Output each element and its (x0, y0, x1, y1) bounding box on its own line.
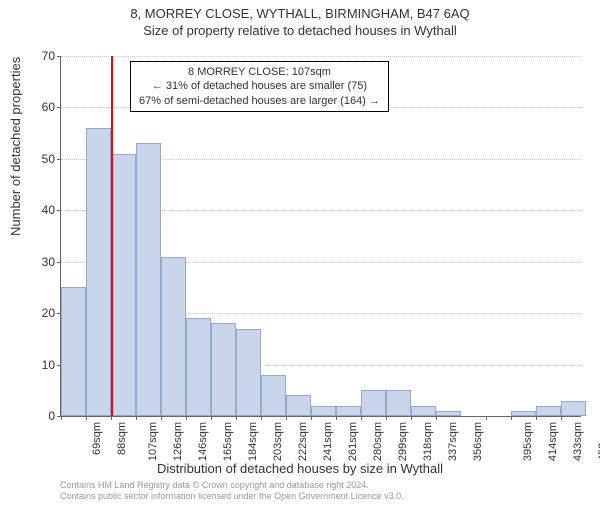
xtick-mark (136, 416, 137, 420)
annotation-line3: 67% of semi-detached houses are larger (… (139, 94, 380, 108)
xtick-label: 299sqm (397, 422, 409, 461)
xtick-mark (336, 416, 337, 420)
ytick-label: 60 (25, 100, 55, 114)
xtick-label: 395sqm (522, 422, 534, 461)
xtick-mark (561, 416, 562, 420)
xtick-label: 184sqm (247, 422, 259, 461)
histogram-bar (361, 390, 386, 416)
xtick-mark (211, 416, 212, 420)
ytick-mark (57, 56, 61, 57)
xtick-mark (411, 416, 412, 420)
xtick-mark (86, 416, 87, 420)
ytick-label: 50 (25, 152, 55, 166)
xtick-mark (236, 416, 237, 420)
footer-line2: Contains public sector information licen… (60, 491, 404, 502)
xtick-label: 280sqm (372, 422, 384, 461)
xtick-label: 107sqm (147, 422, 159, 461)
xtick-mark (536, 416, 537, 420)
histogram-bar (286, 395, 311, 416)
ytick-mark (57, 210, 61, 211)
footer-attribution: Contains HM Land Registry data © Crown c… (60, 480, 404, 502)
xtick-mark (61, 416, 62, 420)
ytick-label: 20 (25, 306, 55, 320)
xtick-label: 261sqm (347, 422, 359, 461)
histogram-bar (211, 323, 236, 416)
histogram-bar (311, 406, 336, 416)
xtick-label: 414sqm (547, 422, 559, 461)
ytick-label: 40 (25, 203, 55, 217)
xtick-label: 337sqm (447, 422, 459, 461)
xtick-label: 318sqm (422, 422, 434, 461)
xtick-mark (111, 416, 112, 420)
xtick-mark (486, 416, 487, 420)
xtick-mark (361, 416, 362, 420)
histogram-bar (236, 329, 261, 416)
ytick-mark (57, 262, 61, 263)
histogram-bar (186, 318, 211, 416)
gridline (61, 56, 581, 57)
histogram-bar (411, 406, 436, 416)
y-axis-label: Number of detached properties (8, 57, 23, 236)
histogram-bar (561, 401, 586, 416)
histogram-bar (61, 287, 86, 416)
xtick-label: 203sqm (272, 422, 284, 461)
ytick-label: 0 (25, 409, 55, 423)
xtick-label: 146sqm (197, 422, 209, 461)
histogram-bar (136, 143, 161, 416)
histogram-bar (161, 257, 186, 416)
xtick-mark (436, 416, 437, 420)
histogram-bar (536, 406, 561, 416)
xtick-mark (261, 416, 262, 420)
annotation-line2: ← 31% of detached houses are smaller (75… (139, 79, 380, 93)
histogram-bar (386, 390, 411, 416)
xtick-mark (186, 416, 187, 420)
xtick-label: 241sqm (322, 422, 334, 461)
chart-subtitle: Size of property relative to detached ho… (0, 23, 600, 38)
xtick-label: 126sqm (172, 422, 184, 461)
ytick-mark (57, 107, 61, 108)
x-axis-label: Distribution of detached houses by size … (0, 461, 600, 476)
histogram-bar (336, 406, 361, 416)
ytick-label: 30 (25, 255, 55, 269)
histogram-bar (86, 128, 111, 416)
histogram-bar (436, 411, 461, 416)
xtick-label: 433sqm (572, 422, 584, 461)
highlight-marker-line (111, 56, 113, 416)
xtick-mark (286, 416, 287, 420)
histogram-bar (511, 411, 536, 416)
xtick-label: 356sqm (472, 422, 484, 461)
xtick-label: 69sqm (91, 422, 103, 455)
footer-line1: Contains HM Land Registry data © Crown c… (60, 480, 404, 491)
annotation-line1: 8 MORREY CLOSE: 107sqm (139, 65, 380, 79)
ytick-label: 10 (25, 358, 55, 372)
histogram-bar (111, 154, 136, 416)
xtick-label: 222sqm (297, 422, 309, 461)
histogram-bar (261, 375, 286, 416)
xtick-label: 88sqm (116, 422, 128, 455)
ytick-label: 70 (25, 49, 55, 63)
chart-title: 8, MORREY CLOSE, WYTHALL, BIRMINGHAM, B4… (0, 6, 600, 21)
xtick-label: 165sqm (222, 422, 234, 461)
xtick-mark (161, 416, 162, 420)
xtick-mark (311, 416, 312, 420)
highlight-annotation: 8 MORREY CLOSE: 107sqm ← 31% of detached… (130, 61, 389, 112)
ytick-mark (57, 159, 61, 160)
xtick-mark (511, 416, 512, 420)
xtick-mark (386, 416, 387, 420)
